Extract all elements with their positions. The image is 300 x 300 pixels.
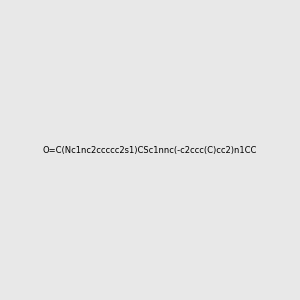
Text: O=C(Nc1nc2ccccc2s1)CSc1nnc(-c2ccc(C)cc2)n1CC: O=C(Nc1nc2ccccc2s1)CSc1nnc(-c2ccc(C)cc2)…	[43, 146, 257, 154]
